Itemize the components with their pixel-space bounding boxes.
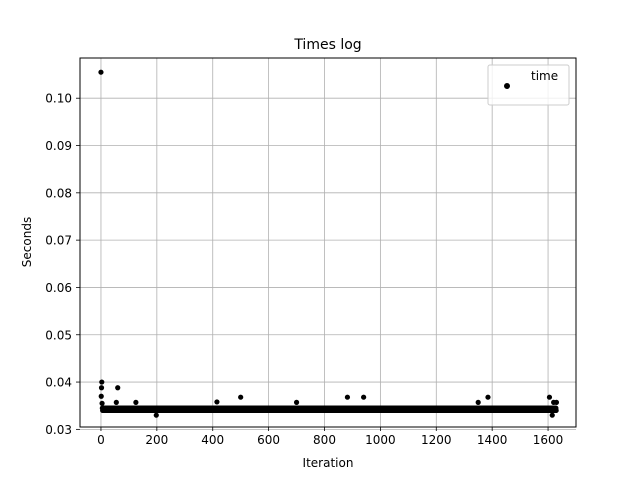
data-point (98, 393, 104, 399)
data-point (98, 385, 105, 391)
data-point (344, 394, 351, 400)
data-point (475, 399, 481, 405)
x-tick-label: 1600 (533, 433, 564, 447)
legend-marker (504, 83, 510, 89)
legend-box (487, 64, 570, 106)
x-tick-label: 1400 (477, 433, 508, 447)
y-tick-label: 0.09 (45, 139, 72, 153)
y-tick-label: 0.04 (45, 376, 72, 390)
data-point (361, 394, 367, 400)
legend: time (487, 64, 570, 106)
x-axis: 0 200 400 600 800 1000 1200 1400 1600 (97, 427, 563, 447)
y-tick-label: 0.08 (45, 186, 72, 200)
x-tick-label: 200 (145, 433, 168, 447)
data-point (115, 385, 121, 391)
x-tick-label: 0 (97, 433, 105, 447)
data-point (553, 399, 560, 405)
data-point (293, 399, 300, 405)
data-point (113, 399, 119, 405)
data-points (98, 69, 560, 418)
y-tick-label: 0.07 (45, 234, 72, 248)
data-point (546, 394, 553, 400)
data-point (214, 399, 220, 405)
x-tick-label: 600 (257, 433, 280, 447)
data-point (485, 394, 491, 400)
data-point (153, 412, 159, 418)
y-tick-label: 0.03 (45, 423, 72, 437)
y-axis: 0.03 0.04 0.05 0.06 0.07 0.08 0.09 0.10 (45, 92, 80, 437)
data-point (99, 405, 105, 411)
x-tick-label: 800 (313, 433, 336, 447)
x-tick-label: 1200 (421, 433, 452, 447)
data-point (549, 412, 555, 418)
y-axis-label: Seconds (20, 217, 34, 267)
data-point (553, 407, 559, 414)
chart-title: Times log (293, 37, 361, 53)
legend-label: time (531, 69, 558, 83)
plot-area (80, 58, 576, 427)
data-point (133, 399, 139, 405)
x-tick-label: 400 (201, 433, 224, 447)
data-point (99, 379, 105, 385)
data-point (98, 69, 104, 75)
plot-frame (79, 57, 577, 428)
y-tick-label: 0.05 (45, 328, 72, 342)
data-point (238, 394, 244, 400)
x-axis-label: Iteration (303, 456, 354, 470)
y-tick-label: 0.06 (45, 281, 72, 295)
data-point (99, 400, 105, 406)
x-tick-label: 1000 (365, 433, 396, 447)
y-tick-label: 0.10 (45, 92, 72, 106)
grid-lines (80, 58, 576, 430)
